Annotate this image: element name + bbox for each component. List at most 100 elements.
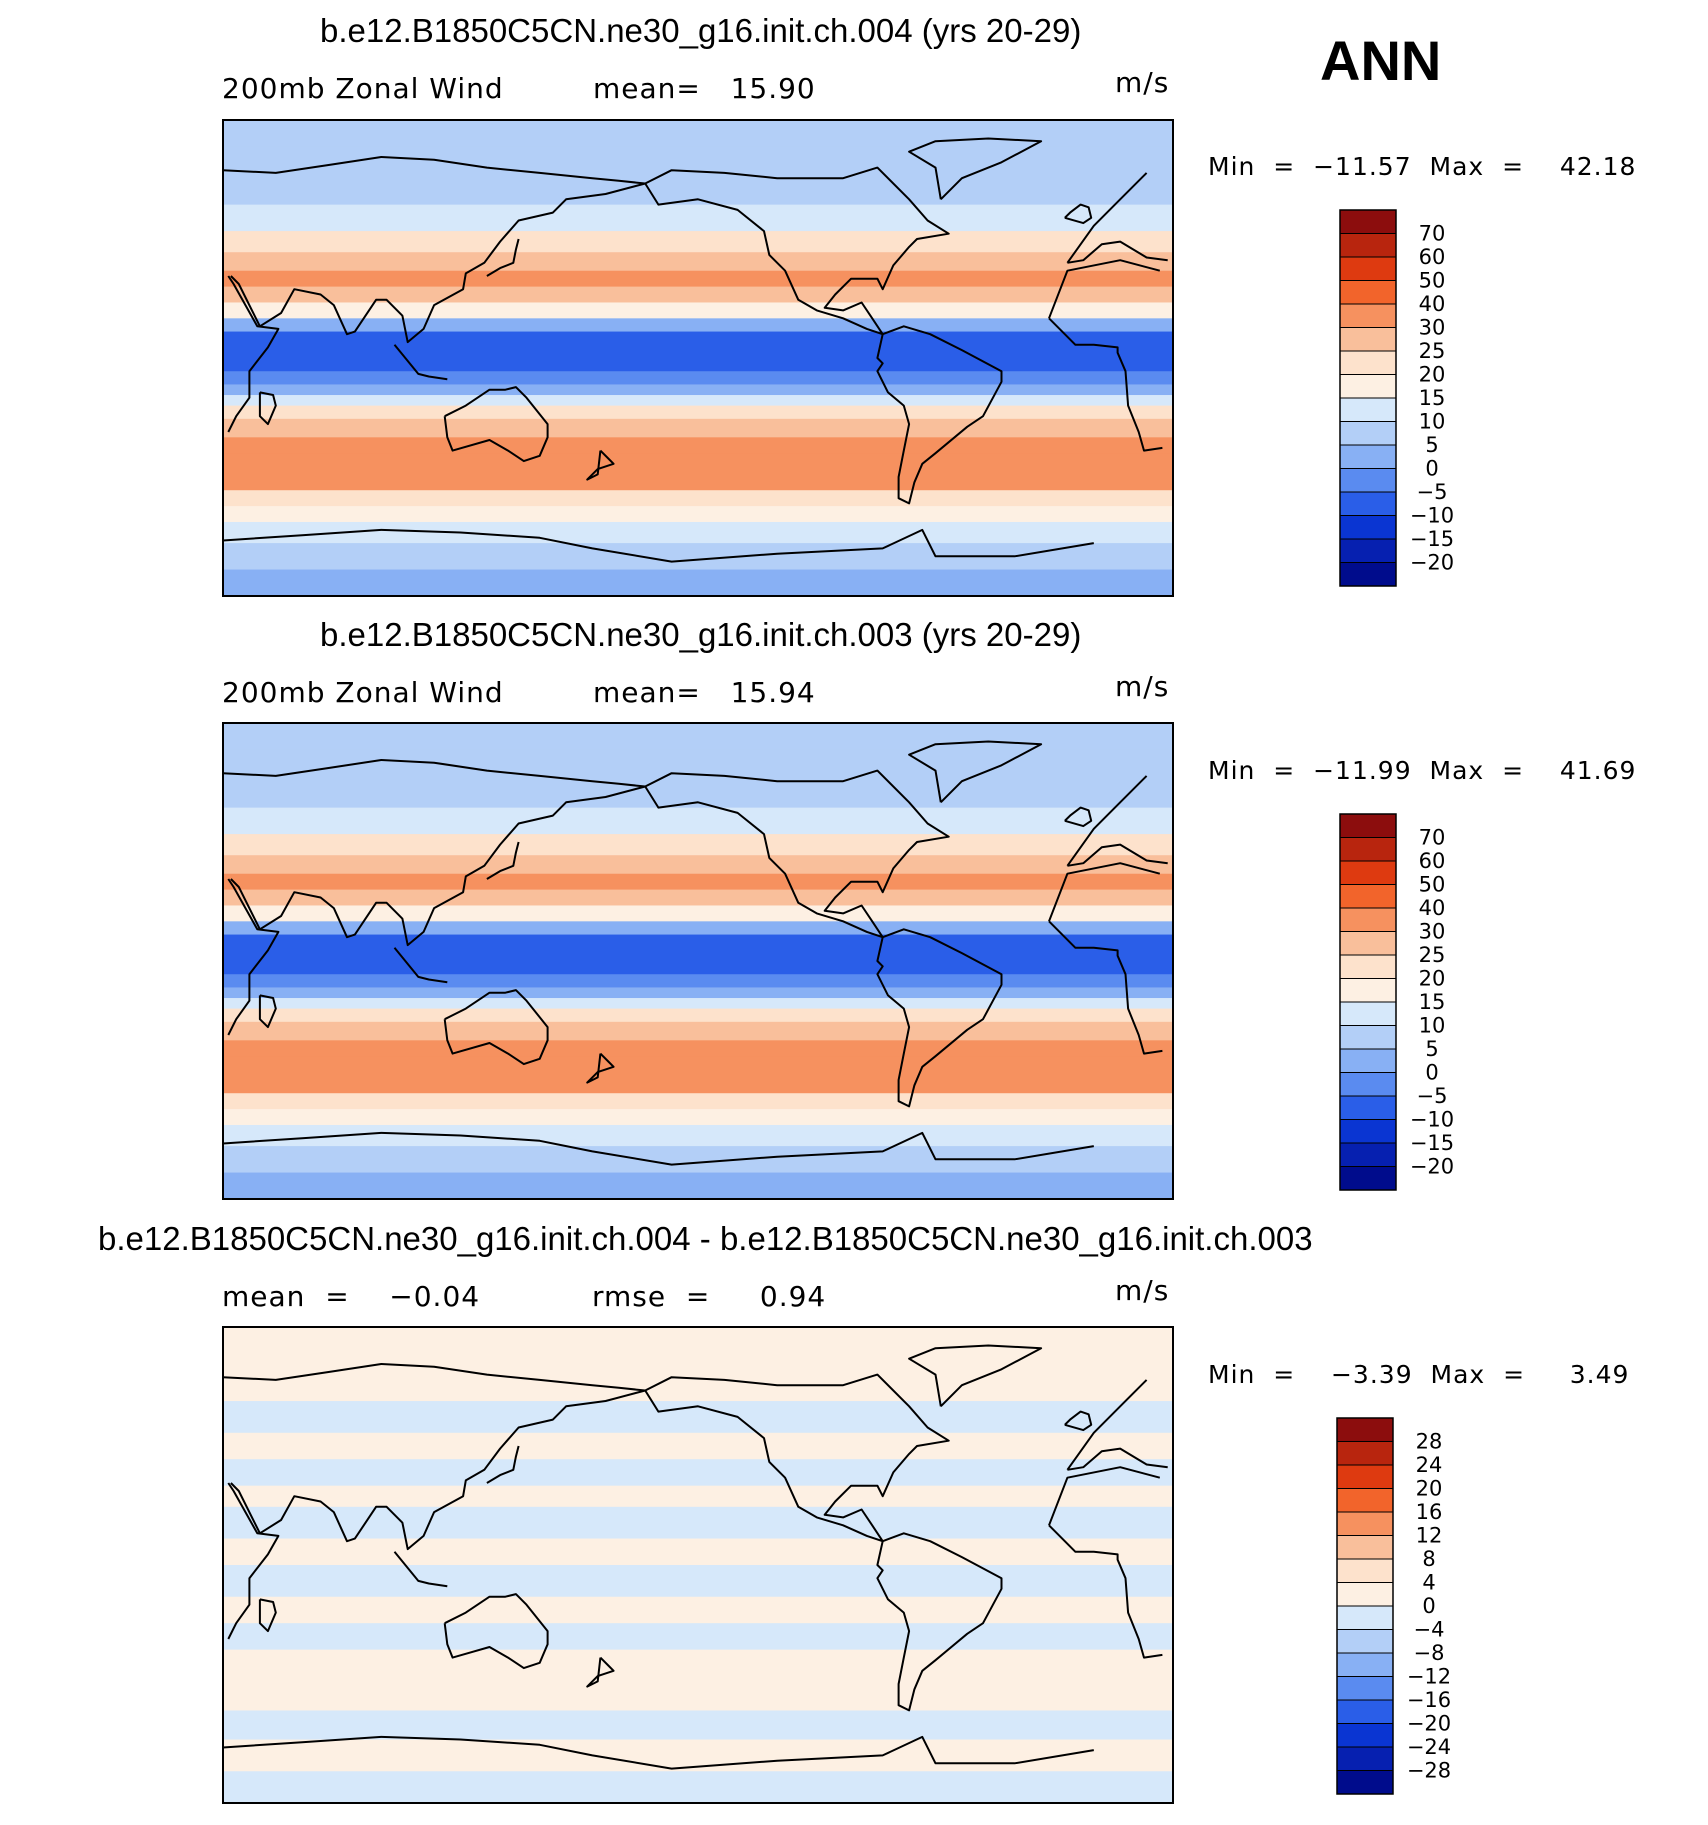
zonal-band <box>223 998 1173 1010</box>
colorbar-tick-label: 50 <box>1419 269 1446 293</box>
colorbar-swatch <box>1339 256 1397 281</box>
zonal-band <box>223 855 1173 875</box>
zonal-band <box>223 521 1173 544</box>
zonal-band <box>223 506 1173 523</box>
zonal-band <box>223 1684 1173 1711</box>
colorbar-swatch <box>1336 1464 1394 1489</box>
colorbar-tick-label: −24 <box>1407 1735 1451 1759</box>
coastline <box>222 1131 1094 1166</box>
colorbar-swatch <box>1336 1723 1394 1748</box>
coastline <box>393 947 448 984</box>
zonal-band <box>223 1506 1173 1540</box>
colorbar-swatch <box>1339 562 1397 587</box>
zonal-band <box>223 146 1173 179</box>
coastline <box>227 259 1163 452</box>
zonal-band <box>223 834 1173 856</box>
colorbar-tick-label: 0 <box>1425 457 1438 481</box>
colorbar-tick-label: 70 <box>1419 826 1446 850</box>
colorbar-tick-label: 20 <box>1419 967 1446 991</box>
zonal-band <box>223 1538 1173 1566</box>
colorbar-swatch <box>1339 374 1397 399</box>
colorbar-swatch <box>1336 1488 1394 1513</box>
colorbar-frame <box>1339 813 1397 1191</box>
colorbar-swatch <box>1336 1441 1394 1466</box>
zonal-band <box>223 270 1173 288</box>
coastline <box>258 994 277 1029</box>
colorbar-tick-label: 25 <box>1419 339 1446 363</box>
colorbar-swatch <box>1339 209 1397 234</box>
colorbar-tick-label: 20 <box>1419 363 1446 387</box>
coastline <box>227 1466 1163 1659</box>
coastline <box>908 740 1043 804</box>
zonal-band <box>223 453 1173 473</box>
colorbar-swatch <box>1339 1025 1397 1050</box>
zonal-band <box>223 1093 1173 1110</box>
colorbar-tick-label: 70 <box>1419 222 1446 246</box>
colorbar-swatch <box>1336 1535 1394 1560</box>
colorbar-frame <box>1336 1417 1394 1795</box>
colorbar-tick-label: 0 <box>1425 1061 1438 1085</box>
colorbar-swatch <box>1339 538 1397 563</box>
coastline <box>258 391 277 426</box>
zonal-band <box>223 1432 1173 1460</box>
panel-2-map <box>222 722 1174 1200</box>
zonal-band <box>223 1074 1173 1094</box>
zonal-band <box>223 1021 1173 1041</box>
colorbar-tick-label: 10 <box>1419 410 1446 434</box>
zonal-band <box>223 889 1173 906</box>
colorbar-tick-label: 24 <box>1416 1453 1443 1477</box>
coastline <box>908 1344 1043 1408</box>
colorbar-swatch <box>1336 1582 1394 1607</box>
panel-3-map <box>222 1326 1174 1804</box>
map-frame <box>222 119 1174 597</box>
zonal-band <box>223 1485 1173 1508</box>
colorbar-swatch <box>1339 350 1397 375</box>
colorbar-tick-label: −15 <box>1410 1131 1454 1155</box>
colorbar-swatch <box>1339 1072 1397 1097</box>
zonal-band <box>223 1172 1173 1200</box>
zonal-band <box>223 934 1173 949</box>
zonal-band <box>223 204 1173 232</box>
colorbar-swatch <box>1339 907 1397 932</box>
panel-3-units: m/s <box>1115 1274 1170 1307</box>
coastline <box>1064 806 1093 828</box>
zonal-band <box>223 1040 1173 1057</box>
colorbar-tick-label: −16 <box>1407 1688 1451 1712</box>
zonal-band <box>223 331 1173 346</box>
colorbar-swatch <box>1339 327 1397 352</box>
panel-2-mean-label: mean= 15.94 <box>593 676 816 709</box>
colorbar-swatch <box>1336 1770 1394 1795</box>
colorbar-tick-label: −20 <box>1410 551 1454 575</box>
colorbar-tick-label: 8 <box>1422 1547 1435 1571</box>
colorbar-tick-label: 30 <box>1419 316 1446 340</box>
coastline <box>586 449 615 481</box>
colorbar-tick-label: 16 <box>1416 1500 1443 1524</box>
zonal-band <box>223 543 1173 571</box>
zonal-band <box>223 302 1173 319</box>
colorbar-swatch <box>1336 1605 1394 1630</box>
zonal-band <box>223 318 1173 333</box>
colorbar-tick-label: −10 <box>1410 504 1454 528</box>
coastline <box>644 166 950 336</box>
colorbar-swatch <box>1339 1166 1397 1191</box>
panel-1-variable-label: 200mb Zonal Wind <box>222 72 504 105</box>
map-frame <box>222 1326 1174 1804</box>
zonal-band <box>223 371 1173 385</box>
colorbar-tick-label: 40 <box>1419 292 1446 316</box>
colorbar-tick-label: 30 <box>1419 920 1446 944</box>
zonal-band <box>223 961 1173 975</box>
panel-2-variable-label: 200mb Zonal Wind <box>222 676 504 709</box>
colorbar-tick-label: 28 <box>1416 1430 1443 1454</box>
zonal-band <box>223 231 1173 253</box>
zonal-band <box>223 286 1173 303</box>
colorbar-swatch <box>1336 1676 1394 1701</box>
coastline <box>443 1593 549 1670</box>
panel-1-units: m/s <box>1115 66 1170 99</box>
zonal-band <box>223 384 1173 396</box>
zonal-band <box>223 358 1173 372</box>
coastline <box>908 137 1043 201</box>
coastline <box>258 1598 277 1633</box>
coastline <box>222 1735 1094 1770</box>
panel-3-min-max: Min = −3.39 Max = 3.49 <box>1208 1360 1630 1389</box>
